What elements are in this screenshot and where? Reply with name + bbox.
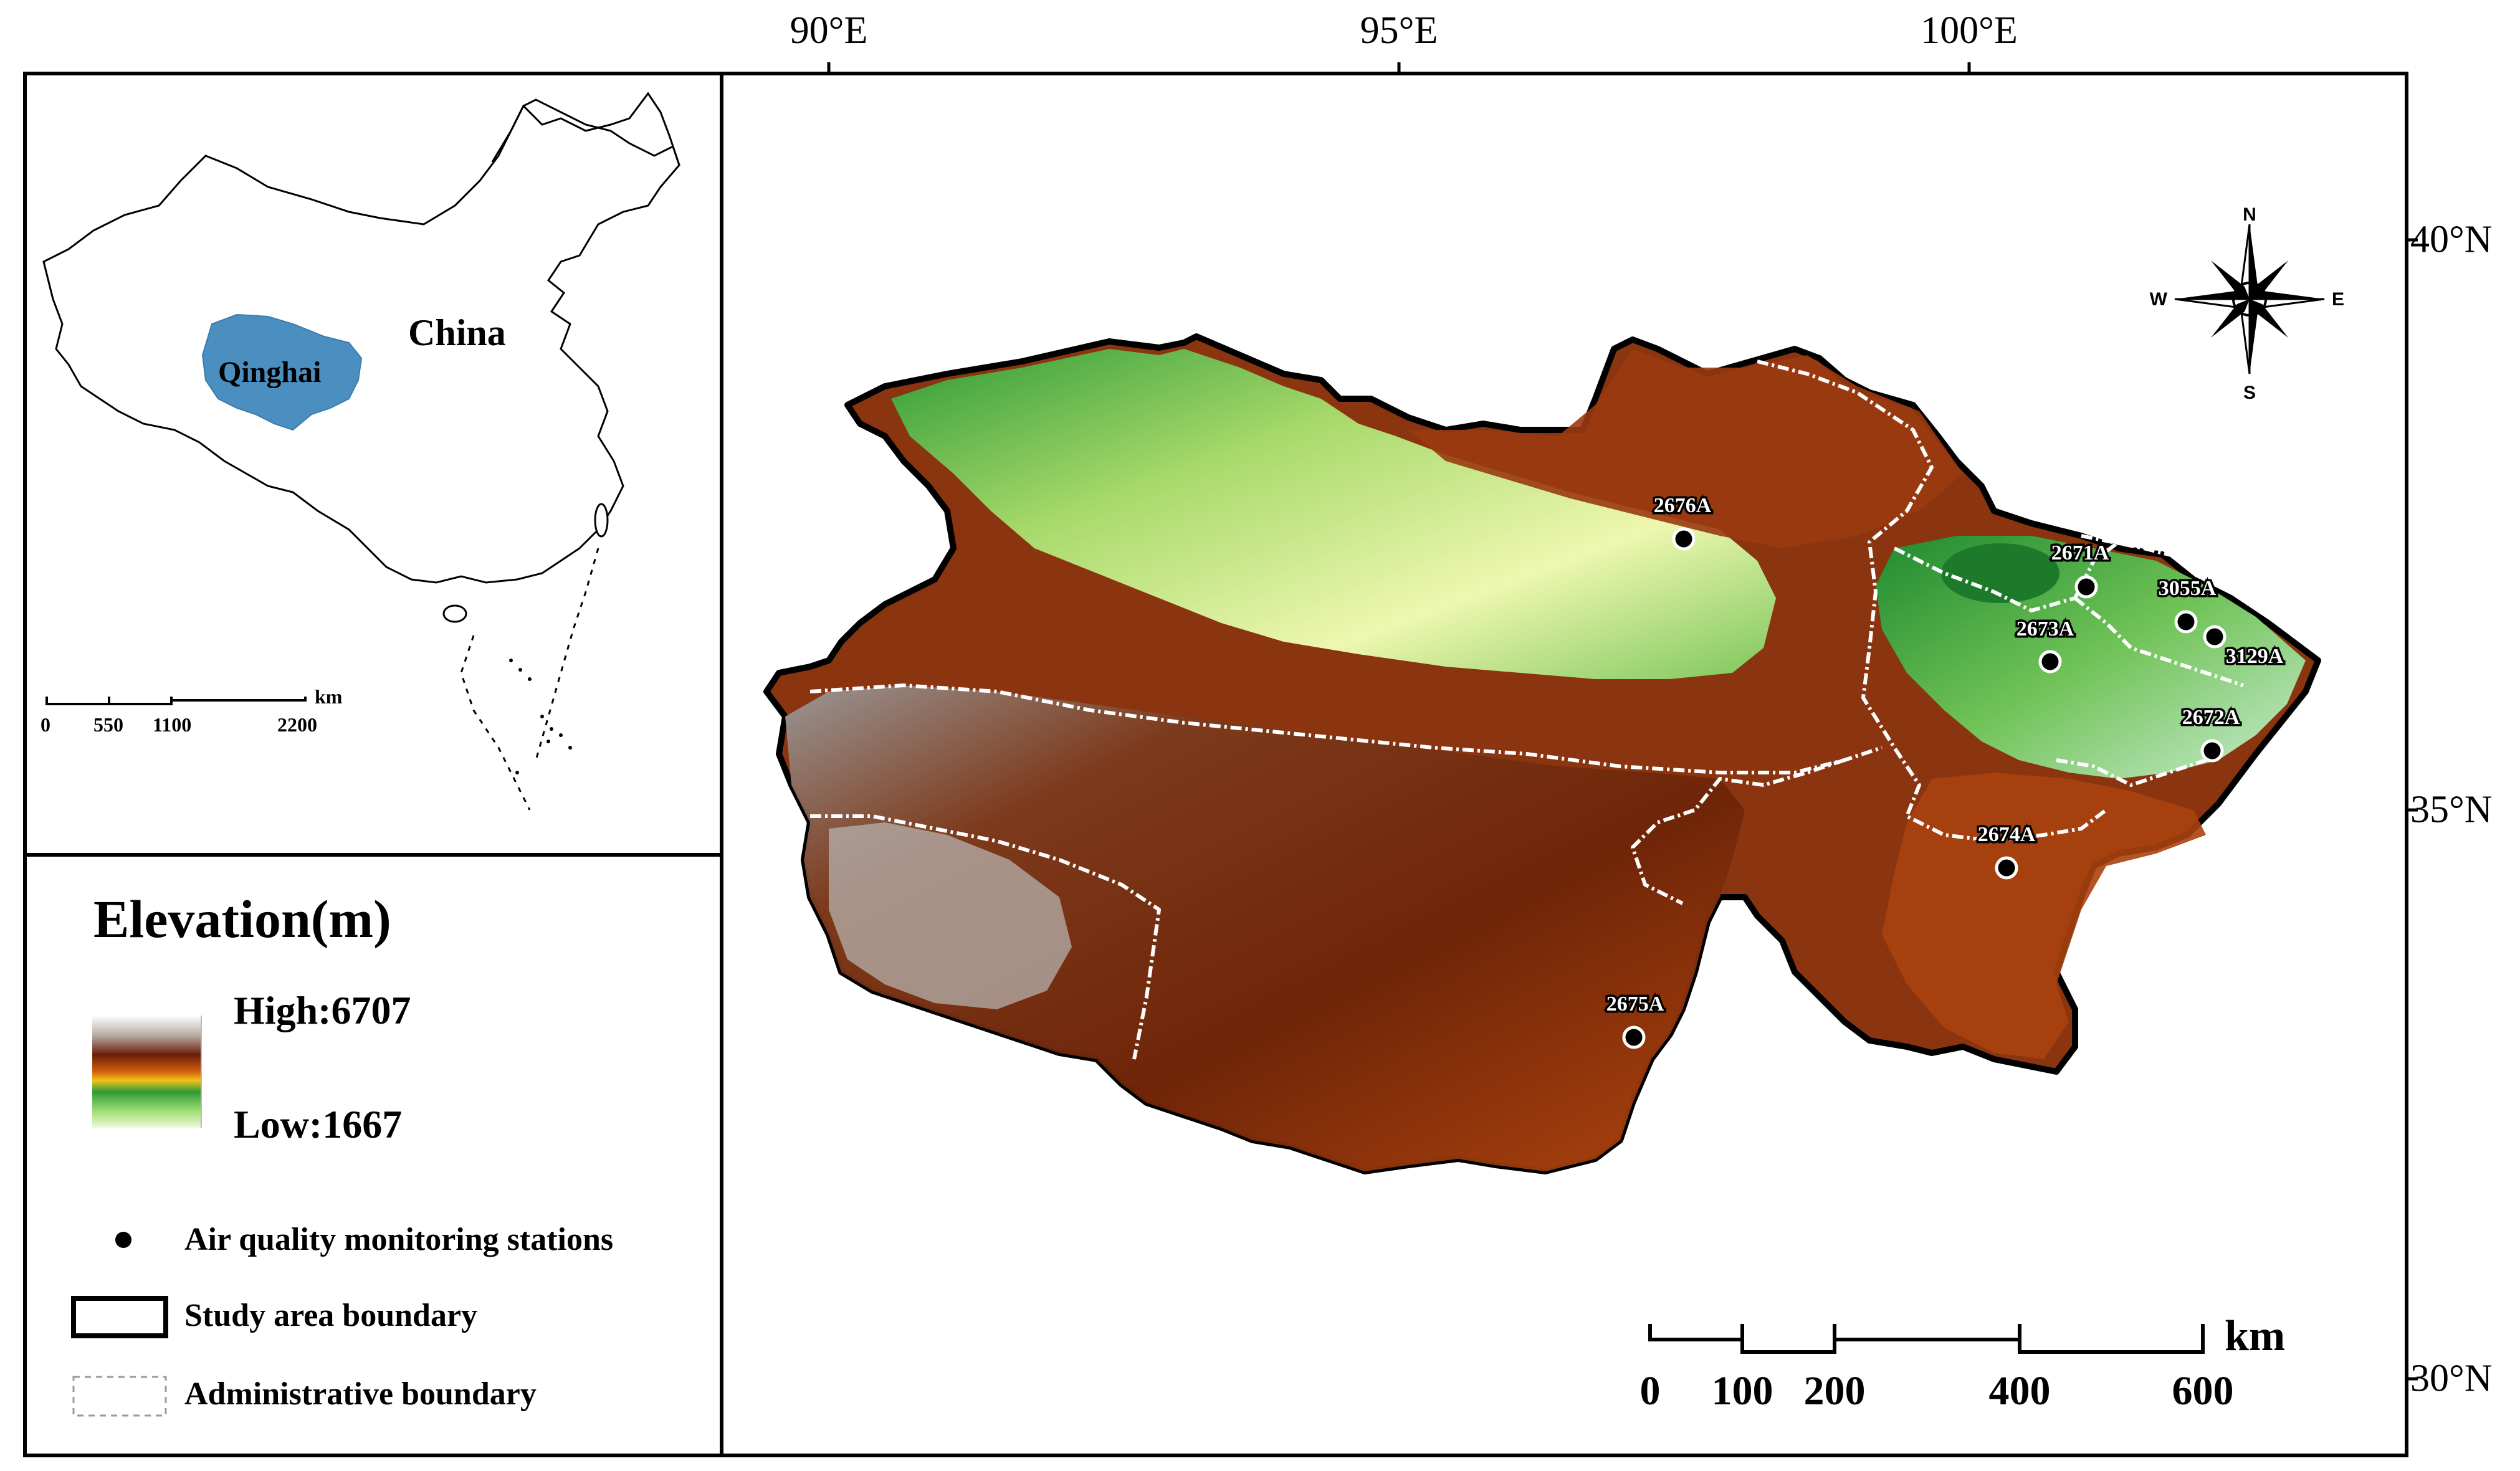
station-2676A[interactable]: 2676A xyxy=(1651,492,1714,551)
country-label: China xyxy=(408,312,506,353)
snow-high-region xyxy=(829,822,1072,1009)
station-3129A-label: 3129A xyxy=(2226,645,2284,668)
scale-number-0: 0 xyxy=(1639,1368,1661,1414)
station-2675A-label: 2675A xyxy=(1606,993,1664,1016)
station-2673A-marker[interactable] xyxy=(2038,650,2062,674)
southeast-foothills-region xyxy=(1882,773,2206,1059)
longitude-label-100: 100°E xyxy=(1921,9,2018,52)
taiwan-island xyxy=(594,503,609,538)
graticule-ticks xyxy=(827,62,2418,1381)
longitude-label-95: 95°E xyxy=(1360,9,1438,52)
south-china-sea-lines xyxy=(460,548,599,811)
station-2672A-marker[interactable] xyxy=(2200,739,2224,763)
southern-plateau-region xyxy=(785,685,1745,1171)
china-northeast-outline xyxy=(491,92,680,166)
station-2673A[interactable]: 2673A xyxy=(2014,616,2076,674)
legend-admin-label: Administrative boundary xyxy=(184,1376,537,1412)
province-label: Qinghai xyxy=(218,356,322,389)
station-3129A-marker[interactable] xyxy=(2203,625,2226,649)
station-2671A-marker[interactable] xyxy=(2074,575,2098,599)
inset-scale-550: 550 xyxy=(93,713,123,736)
compass-south-label: S xyxy=(2243,383,2256,403)
station-3055A[interactable]: 3055A xyxy=(2156,575,2218,634)
legend-station-symbol xyxy=(115,1232,131,1248)
station-2671A-label: 2671A xyxy=(2051,541,2109,564)
latitude-label-35: 35°N xyxy=(2410,788,2493,831)
qinghai-lake xyxy=(1941,543,2059,603)
station-2674A[interactable]: 2674A xyxy=(1975,821,2038,880)
inset-scale-1100: 1100 xyxy=(153,713,192,736)
legend-title: Elevation(m) xyxy=(93,889,391,949)
scale-unit-label: km xyxy=(2225,1312,2286,1360)
south-china-sea-islands xyxy=(509,659,572,774)
inset-scale-2200: 2200 xyxy=(277,713,317,736)
legend-admin-symbol xyxy=(72,1376,167,1417)
inset-scale-0: 0 xyxy=(41,713,50,736)
latitude-label-40: 40°N xyxy=(2410,218,2493,261)
station-2675A-marker[interactable] xyxy=(1622,1026,1646,1049)
elevation-color-ramp xyxy=(92,1016,201,1128)
compass-rose: N S E W xyxy=(2150,204,2344,403)
administrative-boundaries xyxy=(809,359,2282,1060)
station-2673A-label: 2673A xyxy=(2016,617,2074,640)
legend-low-label: Low:1667 xyxy=(234,1102,403,1146)
legend-study-area-label: Study area boundary xyxy=(184,1298,478,1333)
compass-north-label: N xyxy=(2243,204,2256,225)
scale-number-100: 100 xyxy=(1711,1368,1773,1414)
qaidam-basin-region xyxy=(891,349,1776,679)
legend-study-area-symbol xyxy=(71,1296,168,1338)
station-2676A-label: 2676A xyxy=(1654,494,1712,517)
inset-scale-unit: km xyxy=(315,685,343,708)
latitude-label-30: 30°N xyxy=(2410,1357,2493,1400)
scale-number-400: 400 xyxy=(1988,1368,2051,1414)
inset-china-map xyxy=(42,92,680,811)
compass-east-label: E xyxy=(2332,289,2344,310)
hainan-island xyxy=(442,604,467,623)
qilian-mountains-region xyxy=(1408,349,1963,548)
station-2674A-label: 2674A xyxy=(1978,823,2036,846)
station-2671A[interactable]: 2671A xyxy=(2049,540,2111,599)
station-2672A[interactable]: 2672A xyxy=(2180,704,2242,763)
legend-stations-label: Air quality monitoring stations xyxy=(184,1222,614,1257)
scale-number-600: 600 xyxy=(2172,1368,2234,1414)
compass-west-label: W xyxy=(2150,289,2168,310)
inset-scale-bar xyxy=(45,697,307,705)
station-3055A-marker[interactable] xyxy=(2174,610,2198,634)
legend-high-label: High:6707 xyxy=(234,988,411,1032)
china-outline xyxy=(42,98,680,584)
outer-frame xyxy=(23,72,2408,1457)
main-scale-bar xyxy=(1648,1324,2205,1354)
monitoring-stations: 2676A 2671A 3055A 2673A 3129A 2672A xyxy=(1604,492,2286,1049)
station-3055A-label: 3055A xyxy=(2159,577,2217,600)
longitude-label-90: 90°E xyxy=(790,9,868,52)
scale-number-200: 200 xyxy=(1803,1368,1866,1414)
station-2674A-marker[interactable] xyxy=(1995,856,2018,880)
station-2672A-label: 2672A xyxy=(2182,706,2240,729)
station-3129A[interactable]: 3129A xyxy=(2203,625,2286,670)
qinghai-elevation-map: 2676A 2671A 3055A 2673A 3129A 2672A xyxy=(763,333,2321,1174)
station-2676A-marker[interactable] xyxy=(1672,527,1696,551)
station-2675A[interactable]: 2675A xyxy=(1604,991,1666,1049)
qinghai-province-shape xyxy=(201,313,363,431)
